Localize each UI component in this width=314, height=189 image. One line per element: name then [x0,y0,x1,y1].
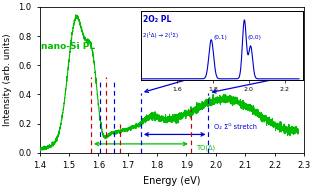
Y-axis label: Intensity (arb. units): Intensity (arb. units) [3,33,13,126]
Text: TO(Δ): TO(Δ) [197,145,216,151]
Text: nano-Si PL: nano-Si PL [41,42,95,51]
X-axis label: Energy (eV): Energy (eV) [143,176,201,186]
Text: O₂ Σᴳ stretch: O₂ Σᴳ stretch [214,124,257,130]
